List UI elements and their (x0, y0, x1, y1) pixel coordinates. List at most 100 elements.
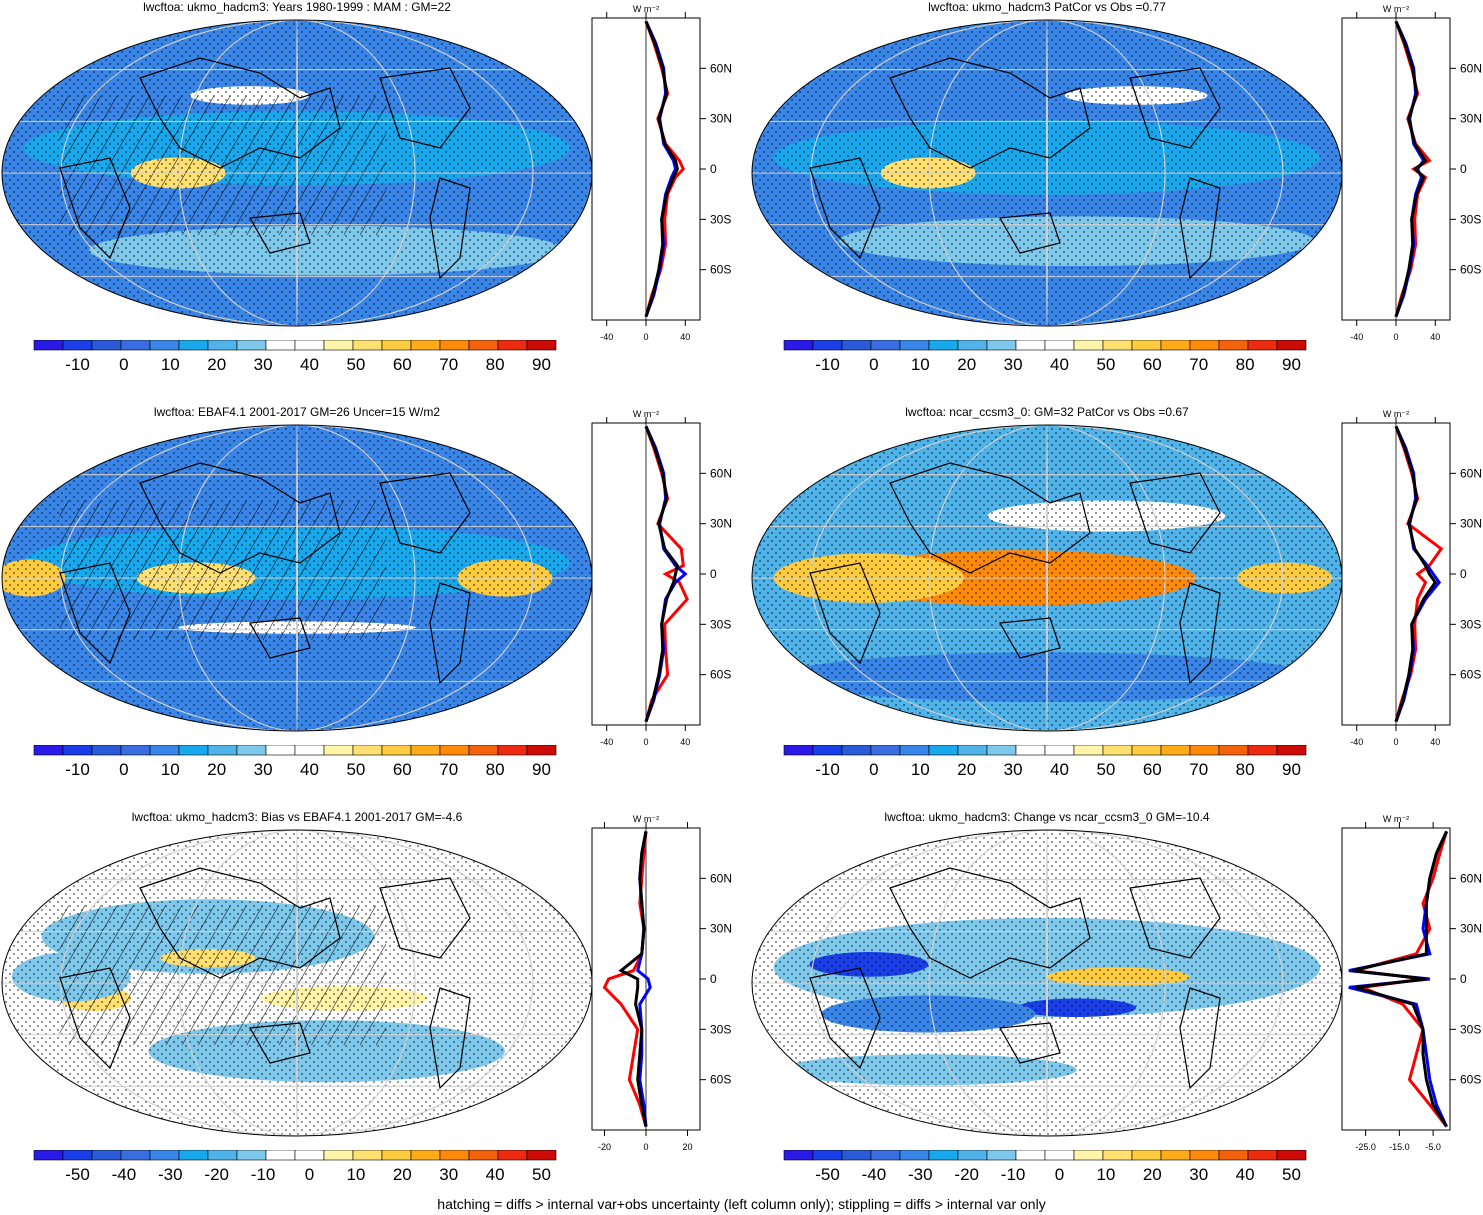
profile-unit: W m⁻² (1383, 409, 1409, 419)
colorbar-tick-label: 0 (119, 355, 128, 374)
world-map (751, 424, 1343, 732)
colorbar-swatch (149, 745, 180, 756)
colorbar-tick-label: 60 (1143, 355, 1162, 374)
colorbar-swatch (352, 1150, 383, 1161)
colorbar-tick-label: -40 (862, 1165, 887, 1184)
colorbar-swatch (1073, 745, 1104, 756)
graticule-meridian (1046, 830, 1048, 1136)
colorbar-swatch (410, 1150, 441, 1161)
colorbar-swatch (928, 745, 959, 756)
profile-ytick-label: 30N (710, 922, 732, 936)
colorbar-swatch (1044, 1150, 1075, 1161)
colorbar-swatch (957, 745, 988, 756)
profile-ytick-label: 60S (1460, 263, 1481, 277)
colorbar-swatch (497, 340, 528, 351)
colorbar-swatch (783, 340, 814, 351)
map-title: lwcftoa: ukmo_hadcm3 PatCor vs Obs =0.77 (928, 0, 1166, 14)
graticule-meridian (810, 20, 1284, 326)
colorbar-swatch (1247, 340, 1278, 351)
colorbar-swatch (62, 1150, 93, 1161)
colorbar-swatch (1218, 745, 1249, 756)
profile-ytick-label: 30S (1460, 212, 1481, 226)
colorbar: -50 -40 -30 -20 -10 0 10 20 30 40 50 (33, 1150, 557, 1184)
map-title: lwcftoa: ukmo_hadcm3: Years 1980-1999 : … (143, 0, 451, 14)
colorbar-swatch (207, 340, 238, 351)
coastline (59, 562, 131, 665)
coastline (809, 157, 881, 260)
colorbar-swatch (91, 340, 122, 351)
profile-unit: W m⁻² (1383, 4, 1409, 14)
graticule-meridian (810, 830, 1284, 1136)
graticule-meridian (1046, 425, 1048, 731)
colorbar-swatch (1247, 745, 1278, 756)
coastline (999, 617, 1061, 659)
coastline (59, 157, 131, 260)
colorbar-tick-label: -10 (815, 355, 840, 374)
colorbar-swatch (957, 1150, 988, 1161)
colorbar-swatch (1189, 745, 1220, 756)
colorbar-tick-label: 50 (1096, 760, 1115, 779)
colorbar-tick-label: -10 (65, 760, 90, 779)
colorbar-swatch (236, 745, 267, 756)
colorbar-tick-label: 50 (346, 760, 365, 779)
colorbar-tick-label: 40 (1050, 355, 1069, 374)
colorbar-swatch (178, 1150, 209, 1161)
colorbar-tick-label: 10 (161, 760, 180, 779)
graticule-meridian (60, 425, 534, 731)
profile-unit: W m⁻² (633, 409, 659, 419)
colorbar-tick-label: 30 (1004, 355, 1023, 374)
colorbar-swatch (149, 1150, 180, 1161)
coastline (1179, 582, 1221, 685)
profile-xtick-label: -5.0 (1425, 1142, 1441, 1150)
zonal-mean-profile: W m⁻² -40 0 40 60N 30N 0 30S 60S (1341, 409, 1482, 745)
map-title: lwcftoa: ukmo_hadcm3: Bias vs EBAF4.1 20… (131, 810, 463, 824)
coastline (379, 877, 471, 959)
coastline (999, 1022, 1061, 1064)
colorbar-tick-label: -50 (815, 1165, 840, 1184)
zonal-mean-profile: W m⁻² -40 0 40 60N 30N 0 30S 60S (1341, 4, 1482, 340)
colorbar-tick-label: 0 (305, 1165, 314, 1184)
map-title: lwcftoa: EBAF4.1 2001-2017 GM=26 Uncer=1… (153, 405, 441, 419)
colorbar-swatch (294, 745, 325, 756)
colorbar-swatch (1189, 340, 1220, 351)
profile-xtick-label: 0 (1393, 332, 1398, 340)
colorbar-swatch (352, 745, 383, 756)
graticule-meridian (296, 425, 298, 731)
colorbar-swatch (1102, 745, 1133, 756)
colorbar-swatch (120, 340, 151, 351)
colorbar-tick-label: 40 (1236, 1165, 1255, 1184)
profile-ytick-label: 0 (710, 162, 717, 176)
profile-unit: W m⁻² (633, 4, 659, 14)
colorbar-tick-label: 70 (1189, 355, 1208, 374)
profile-ytick-label: 30N (1460, 922, 1482, 936)
coastline (249, 1022, 311, 1064)
colorbar-swatch (497, 745, 528, 756)
profile-line-ref (644, 20, 679, 318)
coastline (139, 57, 341, 169)
colorbar-swatch (1247, 1150, 1278, 1161)
profile-ytick-label: 0 (1460, 972, 1467, 986)
colorbar-tick-label: 50 (532, 1165, 551, 1184)
coastline (889, 867, 1091, 979)
colorbar-tick-label: 90 (532, 760, 551, 779)
colorbar-tick-label: 10 (1096, 1165, 1115, 1184)
colorbar-tick-label: 60 (1143, 760, 1162, 779)
colorbar-swatch (439, 1150, 470, 1161)
colorbar-swatch (1073, 340, 1104, 351)
colorbar-swatch (986, 1150, 1017, 1161)
profile-ytick-label: 30S (710, 617, 731, 631)
colorbar: -10 0 10 20 30 40 50 60 70 80 90 (33, 340, 557, 374)
colorbar-tick-label: 50 (346, 355, 365, 374)
colorbar-swatch (1160, 745, 1191, 756)
colorbar-tick-label: 0 (869, 760, 878, 779)
coastline (59, 967, 131, 1070)
colorbar-swatch (439, 745, 470, 756)
colorbar-swatch (526, 340, 557, 351)
map-title: lwcftoa: ukmo_hadcm3: Change vs ncar_ccs… (884, 810, 1210, 824)
colorbar-swatch (1131, 745, 1162, 756)
colorbar-swatch (841, 340, 872, 351)
colorbar-swatch (1218, 1150, 1249, 1161)
colorbar-tick-label: 70 (439, 760, 458, 779)
colorbar-swatch (91, 1150, 122, 1161)
profile-unit: W m⁻² (1383, 814, 1409, 824)
